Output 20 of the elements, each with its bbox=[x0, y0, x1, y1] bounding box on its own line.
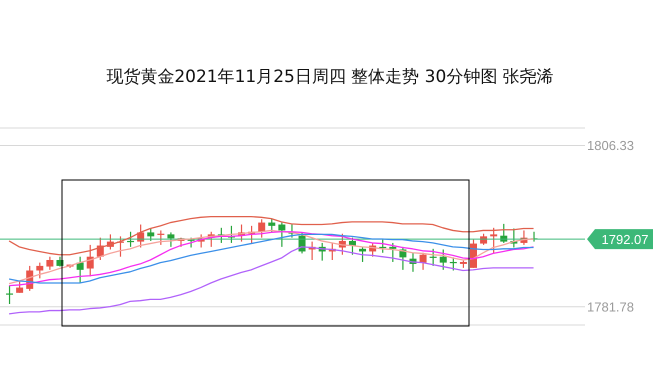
candlestick bbox=[46, 256, 54, 270]
y-tick-label: 1781.78 bbox=[587, 299, 634, 314]
candlestick bbox=[440, 248, 447, 270]
candlestick bbox=[430, 248, 437, 266]
candlestick bbox=[36, 262, 44, 279]
candlestick bbox=[147, 228, 154, 242]
candlestick bbox=[268, 218, 276, 234]
y-tick-label: 1806.33 bbox=[587, 138, 634, 154]
candlestick bbox=[76, 256, 84, 284]
candlestick bbox=[157, 230, 164, 246]
candlestick bbox=[258, 218, 266, 238]
candlestick bbox=[16, 281, 24, 294]
chart-title: 现货黄金2021年11月25日周四 整体走势 30分钟图 张尧浠 bbox=[106, 67, 554, 87]
candlestick bbox=[188, 237, 195, 248]
candlestick bbox=[278, 222, 286, 248]
ref-line-label: 1792.07 bbox=[602, 232, 648, 248]
candlestick bbox=[167, 232, 174, 248]
candlestick bbox=[420, 252, 427, 270]
candlestick bbox=[359, 246, 366, 263]
candlestick bbox=[389, 242, 396, 263]
